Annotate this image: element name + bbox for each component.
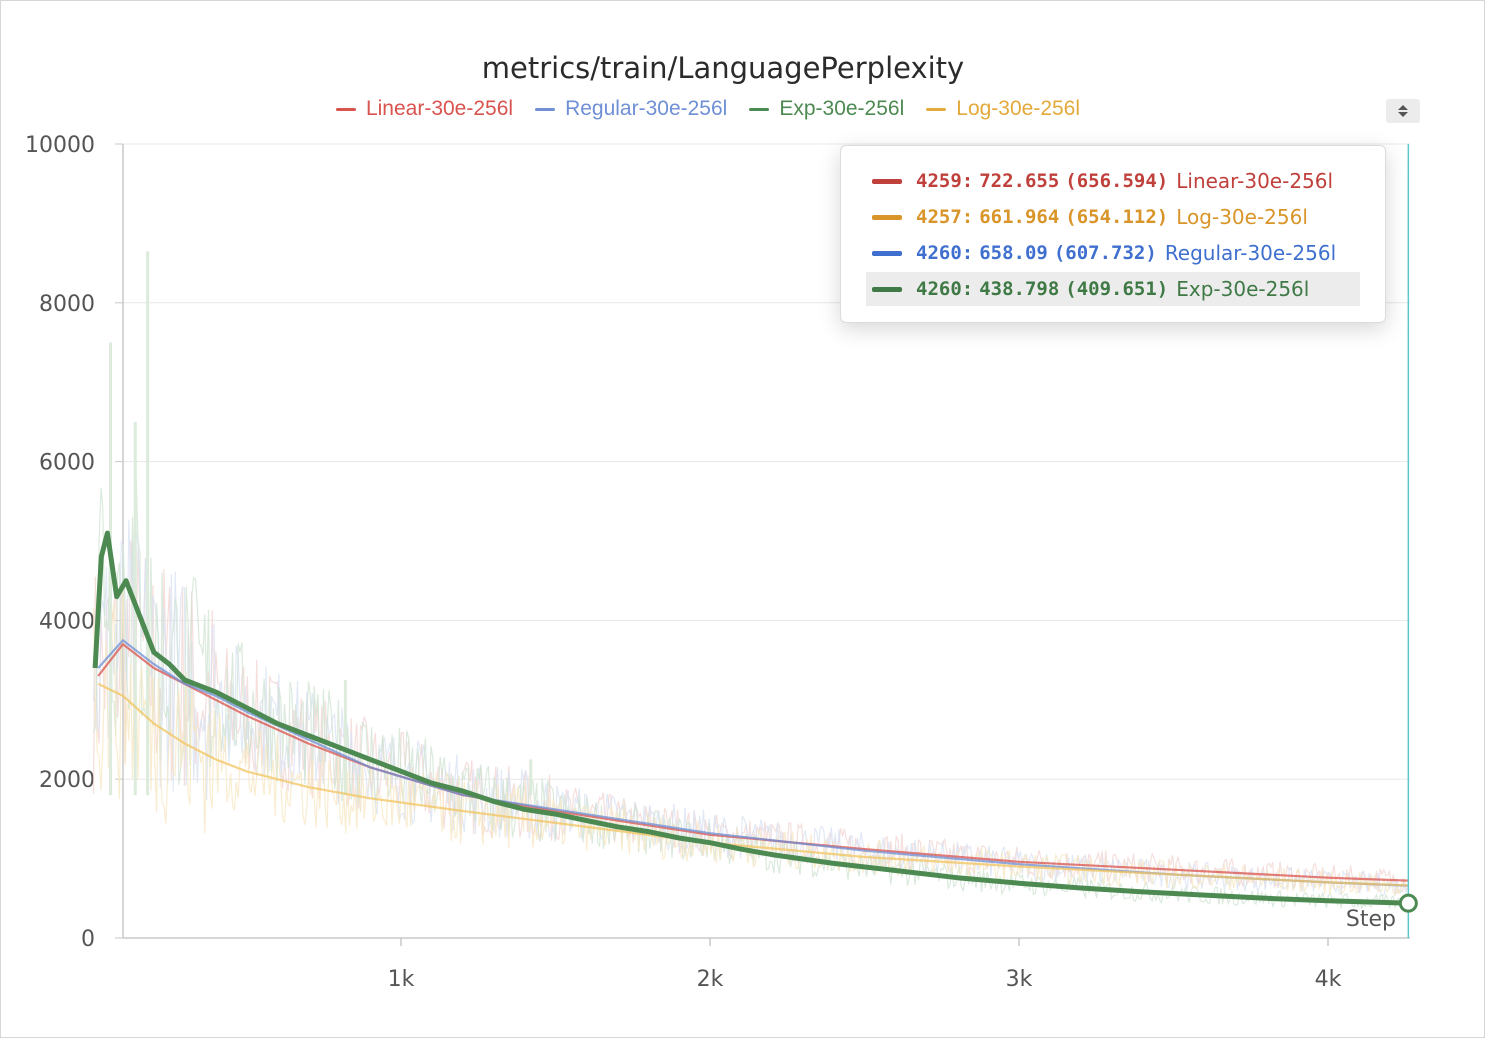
x-tick-label: 4k	[1315, 967, 1342, 992]
tooltip-swatch	[872, 178, 902, 184]
legend-item-log[interactable]: Log-30e-256l	[926, 97, 1080, 121]
tooltip-run-name: Log-30e-256l	[1176, 205, 1308, 229]
tooltip-value: 722.655	[979, 170, 1060, 192]
tooltip-value: 658.09	[979, 242, 1048, 264]
tooltip-row: 4259: 722.655 (656.594) Linear-30e-256l	[866, 164, 1360, 198]
legend-label-regular: Regular-30e-256l	[565, 97, 728, 120]
legend-item-exp[interactable]: Exp-30e-256l	[749, 97, 904, 121]
tooltip-row: 4257: 661.964 (654.112) Log-30e-256l	[866, 200, 1360, 234]
tooltip-step: 4260	[916, 278, 962, 300]
y-tick-label: 4000	[39, 609, 95, 634]
tooltip-value: 661.964	[979, 206, 1060, 228]
legend-item-regular[interactable]: Regular-30e-256l	[535, 97, 727, 121]
tooltip-run-name: Linear-30e-256l	[1176, 169, 1334, 193]
legend-item-linear[interactable]: Linear-30e-256l	[335, 97, 514, 121]
legend-swatch-log	[926, 107, 947, 111]
legend-label-exp: Exp-30e-256l	[779, 97, 905, 120]
tooltip-swatch	[872, 250, 902, 256]
legend-label-log: Log-30e-256l	[956, 97, 1081, 120]
legend-swatch-regular	[535, 107, 556, 111]
legend-label-linear: Linear-30e-256l	[365, 97, 514, 120]
tooltip-run-name: Exp-30e-256l	[1176, 277, 1310, 301]
tooltip-step: 4257	[916, 206, 962, 228]
sort-arrows-icon	[1398, 105, 1408, 117]
chart-title: metrics/train/LanguagePerplexity	[481, 51, 965, 85]
legend-swatch-exp	[749, 107, 770, 111]
tooltip-step: 4260	[916, 242, 962, 264]
y-tick-label: 10000	[25, 133, 95, 158]
series-line-exp	[92, 530, 1409, 906]
tooltip-run-name: Regular-30e-256l	[1164, 241, 1337, 265]
legend-swatch-linear	[335, 107, 356, 111]
hover-point-marker	[1398, 893, 1418, 913]
tooltip-smoothed: (656.594)	[1065, 170, 1169, 192]
y-tick-label: 8000	[39, 292, 95, 317]
tooltip-swatch	[872, 286, 902, 292]
x-tick-label: 2k	[697, 967, 724, 992]
tooltip-swatch	[872, 214, 902, 220]
tooltip-value: 438.798	[979, 278, 1060, 300]
chart-legend: Linear-30e-256l Regular-30e-256l Exp-30e…	[1, 97, 1415, 121]
legend-scroll-button[interactable]	[1386, 99, 1420, 123]
tooltip-smoothed: (654.112)	[1065, 206, 1169, 228]
tooltip-smoothed: (607.732)	[1053, 242, 1157, 264]
y-tick-label: 6000	[39, 451, 95, 476]
raw-series-line	[92, 479, 1409, 912]
y-tick-label: 2000	[39, 768, 95, 793]
tooltip-step: 4259	[916, 170, 962, 192]
raw-series-line	[92, 540, 1409, 895]
tooltip-smoothed: (409.651)	[1065, 278, 1169, 300]
tooltip-row-highlighted: 4260: 438.798 (409.651) Exp-30e-256l	[866, 272, 1360, 306]
hover-tooltip: 4259: 722.655 (656.594) Linear-30e-256l …	[840, 145, 1386, 323]
x-tick-label: 3k	[1006, 967, 1033, 992]
series-line-log	[97, 682, 1408, 887]
x-tick-label: 1k	[388, 967, 415, 992]
tooltip-row: 4260: 658.09 (607.732) Regular-30e-256l	[866, 236, 1360, 270]
y-tick-label: 0	[81, 927, 95, 952]
series-line-regular	[97, 639, 1409, 887]
x-axis-label: Step	[1346, 907, 1396, 932]
